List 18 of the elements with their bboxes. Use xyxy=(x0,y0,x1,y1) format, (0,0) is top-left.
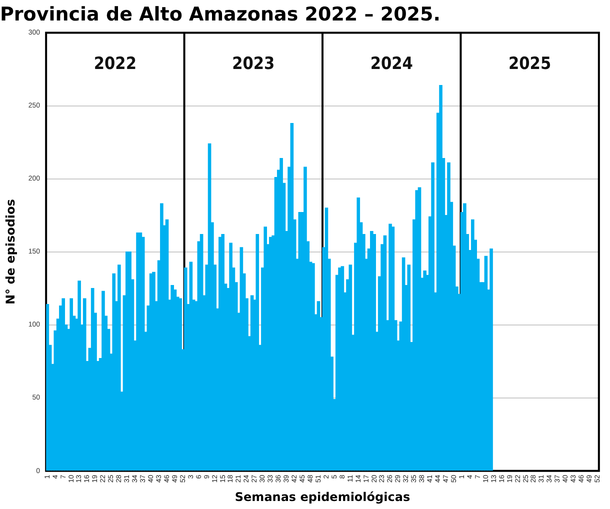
bar xyxy=(118,264,121,471)
annotation: 2022 xyxy=(94,54,136,74)
bar xyxy=(431,162,434,471)
bar xyxy=(348,264,352,471)
chart-title: Provincia de Alto Amazonas 2022 – 2025. xyxy=(0,3,440,26)
bar xyxy=(407,264,411,471)
bar xyxy=(490,248,493,471)
annotation: 2024 xyxy=(370,54,413,74)
bar xyxy=(136,232,140,471)
y-axis-title: N° de episodios xyxy=(3,199,18,305)
bar xyxy=(178,298,182,471)
x-axis-title: Semanas epidemiológicas xyxy=(234,490,410,504)
bar xyxy=(388,224,392,471)
annotation: 2023 xyxy=(232,54,275,74)
bar xyxy=(372,234,376,471)
annotation: 2025 xyxy=(508,54,552,74)
bar xyxy=(112,273,116,471)
bar xyxy=(256,234,260,471)
